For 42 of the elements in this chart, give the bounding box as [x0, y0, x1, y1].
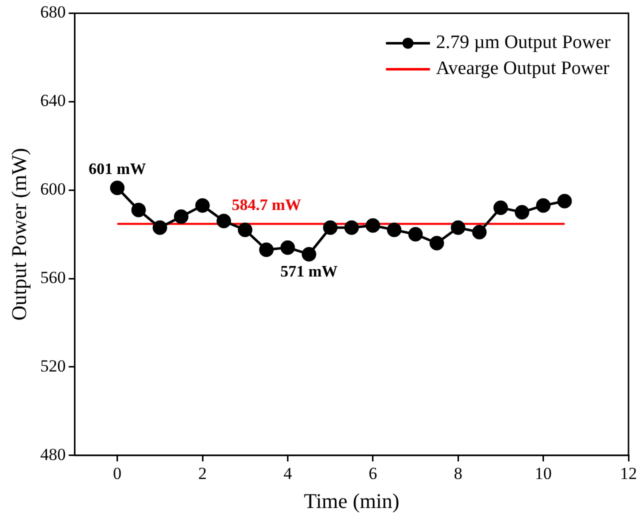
x-tick-label: 6: [368, 464, 378, 484]
point: [152, 220, 168, 235]
annotation: 571 mW: [280, 263, 338, 280]
point: [238, 222, 252, 238]
point: [430, 236, 444, 250]
point: [131, 202, 146, 218]
point: [216, 214, 232, 228]
point: [386, 222, 402, 238]
point: [450, 220, 466, 235]
annotation: 584.7 mW: [232, 197, 302, 214]
x-tick-label: 8: [454, 464, 462, 484]
y-tick-label: 560: [40, 268, 66, 287]
point: [557, 194, 572, 208]
point: [174, 209, 188, 224]
x-tick-label: 12: [620, 464, 637, 484]
point: [536, 198, 551, 213]
y-tick-label: 520: [40, 356, 66, 376]
point: [514, 204, 530, 220]
point: [110, 180, 125, 196]
x-axis-title: Time (min): [304, 488, 400, 513]
point: [323, 220, 338, 235]
y-tick-label: 640: [40, 91, 66, 110]
point: [408, 227, 423, 242]
y-tick-label: 480: [40, 444, 66, 464]
point: [280, 240, 295, 255]
point: [195, 198, 210, 213]
legend-label: 2.79 µm Output Power: [436, 32, 612, 54]
annotation: 601 mW: [88, 161, 146, 178]
x-tick-label: 2: [198, 464, 207, 484]
x-tick-label: 0: [113, 464, 122, 484]
y-axis-title: Output Power (mW): [7, 148, 32, 321]
y-tick-label: 600: [40, 180, 66, 199]
point: [366, 218, 380, 233]
point: [302, 246, 316, 262]
point: [259, 242, 274, 258]
point: [493, 200, 508, 216]
point: [472, 224, 487, 240]
point: [344, 220, 359, 235]
x-tick-label: 4: [283, 464, 292, 484]
y-tick-label: 680: [40, 2, 66, 22]
x-tick-label: 10: [534, 464, 552, 484]
legend-label: Avearge Output Power: [436, 58, 610, 80]
